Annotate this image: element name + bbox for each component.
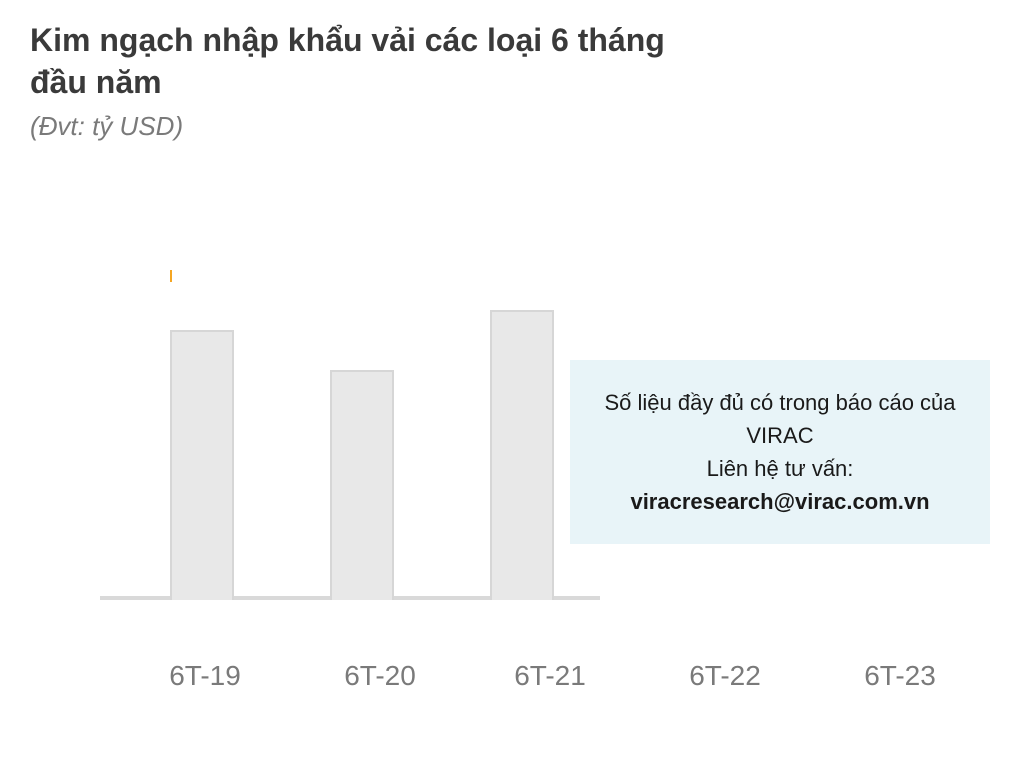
info-overlay: Số liệu đầy đủ có trong báo cáo của VIRA… <box>570 360 990 544</box>
x-label-6t-22: 6T-22 <box>689 660 761 692</box>
bar-6t-21 <box>490 310 554 600</box>
chart-subtitle: (Đvt: tỷ USD) <box>0 103 1024 142</box>
x-label-6t-19: 6T-19 <box>169 660 241 692</box>
overlay-line1: Số liệu đầy đủ có trong báo cáo của VIRA… <box>598 386 962 452</box>
x-label-6t-23: 6T-23 <box>864 660 936 692</box>
bar-6t-19 <box>170 330 234 600</box>
x-axis-labels: 6T-19 6T-20 6T-21 6T-22 6T-23 <box>100 660 980 700</box>
overlay-line2: Liên hệ tư vấn: <box>598 452 962 485</box>
overlay-email: viracresearch@virac.com.vn <box>598 485 962 518</box>
y-axis-tick <box>170 270 172 282</box>
x-label-6t-20: 6T-20 <box>344 660 416 692</box>
x-label-6t-21: 6T-21 <box>514 660 586 692</box>
bar-6t-20 <box>330 370 394 600</box>
chart-title: Kim ngạch nhập khẩu vải các loại 6 tháng… <box>0 0 750 103</box>
